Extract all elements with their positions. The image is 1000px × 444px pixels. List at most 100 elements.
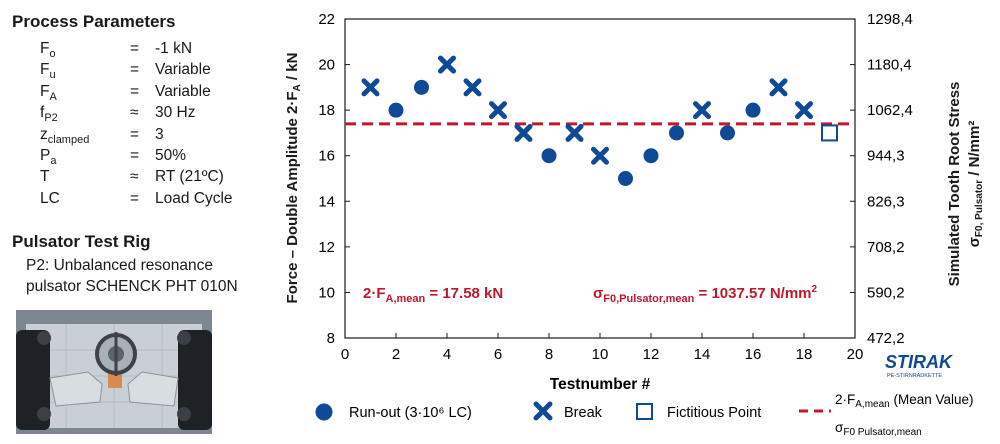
legend-mean-label-2: σF0 Pulsator,mean [835,420,922,438]
legend-break-marker [533,401,553,421]
plot-area [344,18,856,339]
x-tick-label: 6 [494,346,502,363]
runout-point [618,171,633,186]
parameter-symbol: T [40,168,50,186]
runout-point [720,125,735,141]
parameter-operator: = [130,189,140,207]
parameter-symbol: fP2 [40,104,58,125]
runout-point [669,125,684,141]
legend-runout-marker [315,403,333,421]
y-tick-label: 16 [318,148,335,165]
data-markers [361,55,838,186]
legend-mean-label-1: 2·FA,mean (Mean Value) [835,392,974,410]
parameter-value: RT (21ºC) [155,168,224,186]
parameter-value: 30 Hz [155,104,196,122]
parameter-row: Fu = Variable [40,61,211,81]
x-tick-label: 12 [643,346,660,363]
break-point [693,101,711,120]
parameter-symbol: LC [40,189,60,207]
x-axis-label: Testnumber # [550,376,651,393]
y-tick-label: 18 [318,102,335,119]
parameter-operator: = [130,82,140,100]
parameter-operator: ≈ [130,168,139,186]
legend: Run-out (3·10⁶ LC) Break Fictitious Poin… [315,392,974,438]
y2-axis-label-line-1: Simulated Tooth Root Stress [946,82,963,287]
break-point [565,123,584,142]
break-point [514,123,533,142]
parameter-operator: = [130,40,140,57]
parameter-row: fP2 ≈30 Hz [40,104,196,124]
parameter-symbol: FA [40,82,57,103]
parameter-operator: = [130,147,140,164]
parameter-row: FA = Variable [40,83,211,103]
y-axis: 8 10 12 14 16 18 20 22 [318,11,350,347]
y2-tick-label: 944,3 [867,148,905,165]
runout-point [414,79,429,95]
parameter-value: -1 kN [155,40,193,57]
legend-fict-label: Fictitious Point [667,405,761,421]
parameter-value: 3 [155,125,164,143]
test-rig-line-2: pulsator SCHENCK PHT 010N [26,278,238,295]
y-tick-label: 8 [327,330,335,347]
y2-tick-label: 1180,4 [867,57,912,74]
parameter-row: zclamped = 3 [40,126,164,146]
x-tick-label: 2 [392,346,400,363]
stirak-logo-tagline: PE-STIRNRADKETTE [887,373,942,379]
fictitious-point [821,124,838,142]
y2-axis: 472,2 590,2 708,2 826,3 944,3 1062,4 1180,4 129… [850,11,913,347]
break-point [489,101,507,120]
parameter-operator: = [130,125,140,143]
break-point [463,78,482,97]
x-tick-label: 4 [443,346,451,363]
test-rig-title: Pulsator Test Rig [12,232,151,251]
y-tick-label: 14 [318,193,335,210]
x-tick-label: 18 [796,346,813,363]
stirak-logo: STIRAK [885,352,954,372]
parameter-row: T ≈ RT (21ºC) [40,168,224,188]
y2-axis-label-line-2: σF0, Pulsator / N/mm² [966,121,985,248]
runout-point [541,148,557,164]
parameter-operator: = [130,61,140,79]
x-tick-label: 10 [592,346,609,363]
legend-break-label: Break [564,405,603,421]
runout-point [745,102,761,118]
legend-fict-marker [636,403,653,420]
x-tick-label: 20 [847,346,864,363]
annotation-mean-force: 2·FA,mean = 17.58 kN [363,285,503,305]
parameter-value: Variable [155,61,211,79]
y2-tick-label: 1298,4 [867,11,913,28]
y-tick-label: 20 [318,57,335,74]
parameter-symbol: zclamped [40,125,90,146]
y-tick-label: 10 [318,284,335,301]
annotation-mean-stress: σF0,Pulsator,mean = 1037.57 N/mm2 [593,284,818,305]
left-panel: Process Parameters Fo = -1 kN Fu = Variable FA… [0,0,275,444]
test-rig-photo [16,310,212,434]
y2-tick-label: 1062,4 [867,102,913,119]
parameter-value: 50% [155,147,187,164]
legend-runout-label: Run-out (3·10⁶ LC) [349,405,472,421]
y2-tick-label: 472,2 [867,330,905,347]
x-tick-label: 14 [694,346,711,363]
parameter-row: Pa = 50% [40,147,186,167]
y-tick-label: 12 [318,239,335,256]
break-point [438,55,456,74]
y-tick-label: 22 [318,11,335,28]
parameter-symbol: Fu [40,61,56,82]
x-tick-label: 8 [545,346,553,363]
parameter-operator: ≈ [130,104,139,122]
break-point [769,78,788,97]
x-tick-label: 0 [341,346,349,363]
parameter-symbol: Pa [40,147,57,168]
y2-tick-label: 590,2 [867,284,905,301]
parameter-value: Variable [155,82,211,100]
x-tick-label: 16 [745,346,762,363]
runout-point [388,102,404,118]
break-point [591,146,609,165]
y2-tick-label: 826,3 [867,193,905,210]
test-rig-line-1: P2: Unbalanced resonance [26,257,213,274]
parameter-value: Load Cycle [155,189,233,207]
y2-tick-label: 708,2 [867,239,905,256]
parameter-symbol: Fo [40,40,56,61]
break-point [361,78,380,97]
